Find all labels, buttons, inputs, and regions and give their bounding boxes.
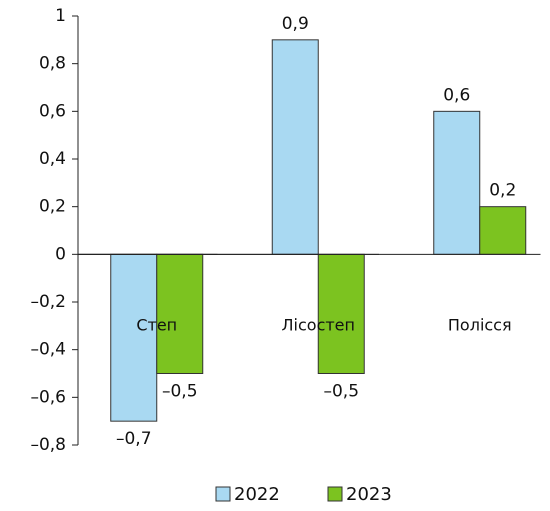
y-tick-label: –0,6 — [30, 387, 66, 407]
value-label: –0,7 — [116, 429, 152, 449]
y-tick-label: 0,6 — [39, 101, 66, 121]
category-label: Полісся — [448, 316, 512, 335]
value-label: –0,5 — [162, 382, 198, 402]
y-tick-label: –0,8 — [30, 435, 66, 455]
category-label: Степ — [136, 316, 177, 335]
y-tick-label: 1 — [55, 6, 66, 26]
bar — [433, 110, 481, 255]
bar — [156, 253, 204, 374]
y-tick-label: 0 — [55, 244, 66, 264]
bar — [479, 206, 527, 255]
value-label: 0,6 — [443, 85, 470, 105]
legend-label: 2022 — [234, 484, 280, 505]
y-tick-label: 0,8 — [39, 54, 66, 74]
value-label: 0,9 — [282, 14, 309, 34]
value-label: 0,2 — [489, 181, 516, 201]
y-tick-label: –0,4 — [30, 340, 66, 360]
legend-swatch — [215, 486, 231, 502]
legend-label: 2023 — [346, 484, 392, 505]
legend-swatch — [327, 486, 343, 502]
category-label: Лісостеп — [282, 316, 355, 335]
y-tick-label: 0,2 — [39, 197, 66, 217]
bar — [110, 253, 158, 422]
bar — [271, 39, 319, 255]
y-tick-label: 0,4 — [39, 149, 66, 169]
y-tick-label: –0,2 — [30, 292, 66, 312]
value-label: –0,5 — [323, 382, 359, 402]
bar — [317, 253, 365, 374]
